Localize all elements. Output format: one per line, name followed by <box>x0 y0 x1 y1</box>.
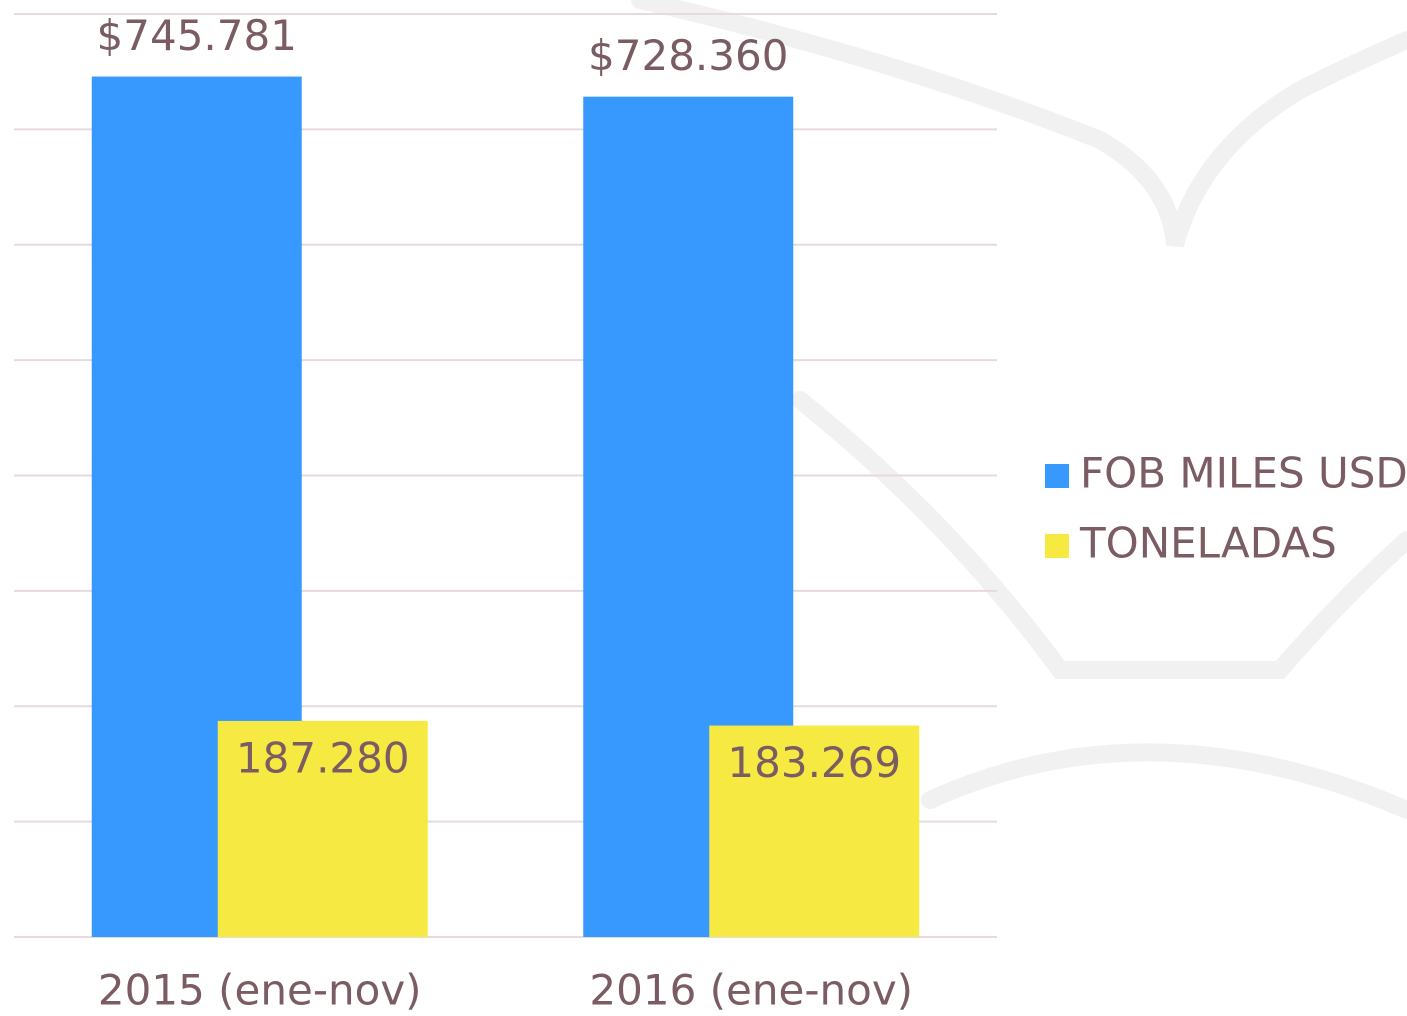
legend-swatch <box>1045 534 1069 558</box>
legend-label: TONELADAS <box>1079 519 1337 568</box>
legend-swatch <box>1045 464 1069 488</box>
value-label: 187.280 <box>236 733 410 782</box>
chart: $745.781 187.280 2015 (ene-nov) $728.360 183… <box>0 0 1407 1016</box>
x-tick-label: 2015 (ene-nov) <box>98 966 422 1015</box>
value-label: $728.360 <box>588 31 788 80</box>
x-tick-label: 2016 (ene-nov) <box>589 966 913 1015</box>
value-label: 183.269 <box>727 738 901 787</box>
legend-label: FOB MILES USD <box>1080 449 1407 498</box>
value-label: $745.781 <box>97 11 297 60</box>
